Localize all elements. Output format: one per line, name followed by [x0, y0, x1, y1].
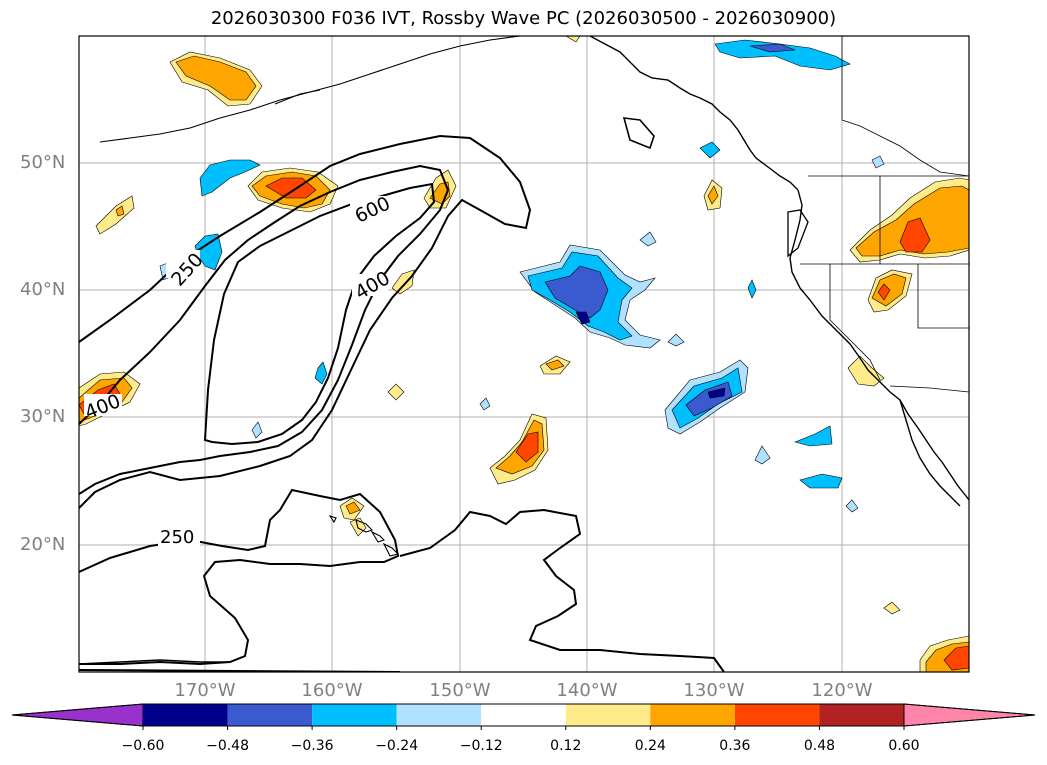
lon-label-140w: 140°W [556, 680, 618, 701]
contour-label-backgrounds [84, 196, 388, 548]
contour-600 [203, 182, 436, 446]
colorbar-bin [819, 704, 904, 726]
colorbar-tick-label: 0.36 [719, 738, 751, 754]
colorbar-tick-label: 0.60 [888, 738, 920, 754]
lon-label-170w: 170°W [174, 680, 236, 701]
positive-anomaly-shading [79, 36, 969, 672]
lon-label-150w: 150°W [429, 680, 491, 701]
colorbar-tick-label: −0.24 [375, 738, 419, 754]
coastlines [99, 36, 969, 672]
lat-label-20n: 20°N [20, 534, 66, 555]
lat-label-30n: 30°N [20, 406, 66, 427]
ivt-contours [79, 134, 725, 672]
colorbar-tick-label: −0.60 [121, 738, 165, 754]
contour-250-south [79, 488, 400, 666]
colorbar-extend-low [11, 703, 144, 727]
colorbar-bin [143, 704, 228, 726]
colorbar-tick-label: 0.24 [634, 738, 666, 754]
colorbar-tick-label: 0.12 [550, 738, 582, 754]
lat-label-50n: 50°N [20, 152, 66, 173]
map-title: 2026030300 F036 IVT, Rossby Wave PC (202… [210, 8, 837, 29]
lat-label-40n: 40°N [20, 279, 66, 300]
colorbar-tick-label: −0.12 [459, 738, 503, 754]
colorbar-tick-label: −0.48 [206, 738, 249, 754]
contour-label-400-mid: 400 [351, 267, 393, 304]
gridlines [79, 36, 969, 672]
colorbar-bin [734, 704, 820, 726]
lon-label-120w: 120°W [811, 680, 873, 701]
colorbar-bin [396, 704, 482, 726]
contour-400-west [79, 164, 450, 495]
colorbar-tick-label: 0.48 [803, 738, 836, 754]
colorbar-bin [312, 704, 397, 726]
colorbar-bin [227, 704, 313, 726]
contour-label-250-south: 250 [160, 527, 194, 548]
contour-250-north [79, 134, 532, 509]
colorbar [11, 703, 1036, 730]
colorbar-tick-label: −0.36 [290, 738, 334, 754]
colorbar-bin [650, 704, 735, 726]
political-boundaries [800, 36, 969, 393]
colorbar-bin [481, 704, 566, 726]
lon-label-130w: 130°W [683, 680, 745, 701]
colorbar-bin [565, 704, 651, 726]
colorbar-extend-high [903, 703, 1036, 727]
plot-frame [78, 35, 970, 673]
lon-label-160w: 160°W [301, 680, 363, 701]
negative-anomaly-shading [159, 39, 885, 513]
